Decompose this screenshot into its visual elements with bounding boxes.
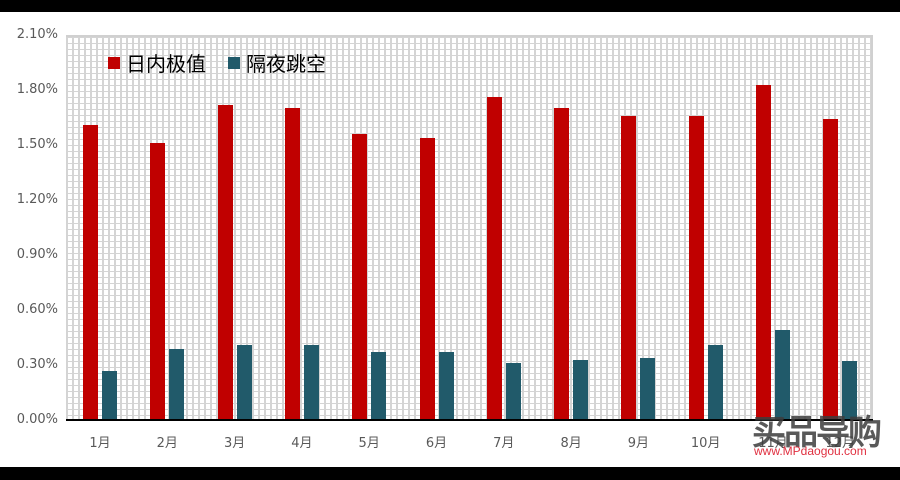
- bar-intraday-extreme: [217, 104, 233, 420]
- bar-intraday-extreme: [486, 97, 502, 420]
- watermark-url: www.MPdaogou.com: [754, 444, 867, 458]
- x-tick-label: 12月: [825, 436, 856, 451]
- x-tick-label: 3月: [223, 436, 246, 451]
- bar-overnight-gap: [707, 344, 723, 420]
- bar-intraday-extreme: [352, 134, 368, 420]
- x-tick-label: 2月: [156, 436, 178, 451]
- bar-overnight-gap: [102, 370, 117, 420]
- y-tick-label: 2.10%: [16, 27, 58, 42]
- y-tick-label: 0.90%: [16, 247, 58, 262]
- y-tick-label: 1.80%: [16, 82, 58, 97]
- x-tick-label: 10月: [690, 436, 721, 451]
- bar-intraday-extreme: [756, 84, 771, 420]
- x-tick-label: 6月: [425, 436, 448, 451]
- legend-label: 日内极值: [126, 52, 206, 76]
- bar-overnight-gap: [303, 344, 319, 420]
- legend-swatch-red: [108, 56, 120, 69]
- legend-label: 隔夜跳空: [246, 52, 326, 76]
- bar-overnight-gap: [573, 359, 589, 420]
- legend-swatch-teal: [228, 56, 240, 69]
- legend-item-overnight-gap: 隔夜跳空: [228, 48, 326, 77]
- watermark: 买品导购 www.MPdaogou.com: [752, 405, 882, 460]
- bar-overnight-gap: [842, 361, 858, 420]
- bar-intraday-extreme: [284, 108, 300, 420]
- legend: 日内极值 隔夜跳空: [108, 48, 348, 77]
- bar-intraday-extreme: [554, 108, 570, 420]
- x-tick-label: 4月: [291, 436, 313, 451]
- y-tick-label: 0.60%: [16, 302, 58, 317]
- bar-intraday-extreme: [419, 137, 435, 420]
- bar-overnight-gap: [505, 363, 521, 420]
- x-tick-label: 11月: [758, 436, 788, 451]
- x-tick-label: 5月: [358, 436, 380, 451]
- y-tick-label: 0.00%: [16, 412, 58, 427]
- x-tick-label: 1月: [89, 436, 111, 451]
- top-black-border: [0, 0, 900, 12]
- y-tick-label: 1.20%: [16, 192, 58, 207]
- bar-overnight-gap: [775, 330, 790, 420]
- x-tick-label: 7月: [493, 436, 515, 451]
- plot-area: [66, 35, 873, 420]
- bar-intraday-extreme: [823, 119, 839, 420]
- bar-overnight-gap: [236, 344, 252, 420]
- y-tick-label: 1.50%: [16, 137, 58, 152]
- bar-overnight-gap: [371, 352, 387, 420]
- x-tick-label: 9月: [627, 436, 650, 451]
- legend-item-intraday: 日内极值: [108, 48, 206, 77]
- bar-intraday-extreme: [150, 143, 166, 420]
- watermark-logo-text: 买品导购: [752, 413, 882, 453]
- bar-overnight-gap: [438, 352, 454, 420]
- x-tick-label: 8月: [560, 436, 582, 451]
- bottom-black-border: [0, 467, 900, 480]
- bar-overnight-gap: [640, 357, 656, 420]
- bar-intraday-extreme: [83, 124, 98, 420]
- bar-intraday-extreme: [688, 115, 704, 420]
- bar-intraday-extreme: [621, 115, 637, 420]
- bar-overnight-gap: [169, 348, 185, 420]
- y-tick-label: 0.30%: [16, 357, 58, 372]
- x-axis-line: [66, 419, 873, 421]
